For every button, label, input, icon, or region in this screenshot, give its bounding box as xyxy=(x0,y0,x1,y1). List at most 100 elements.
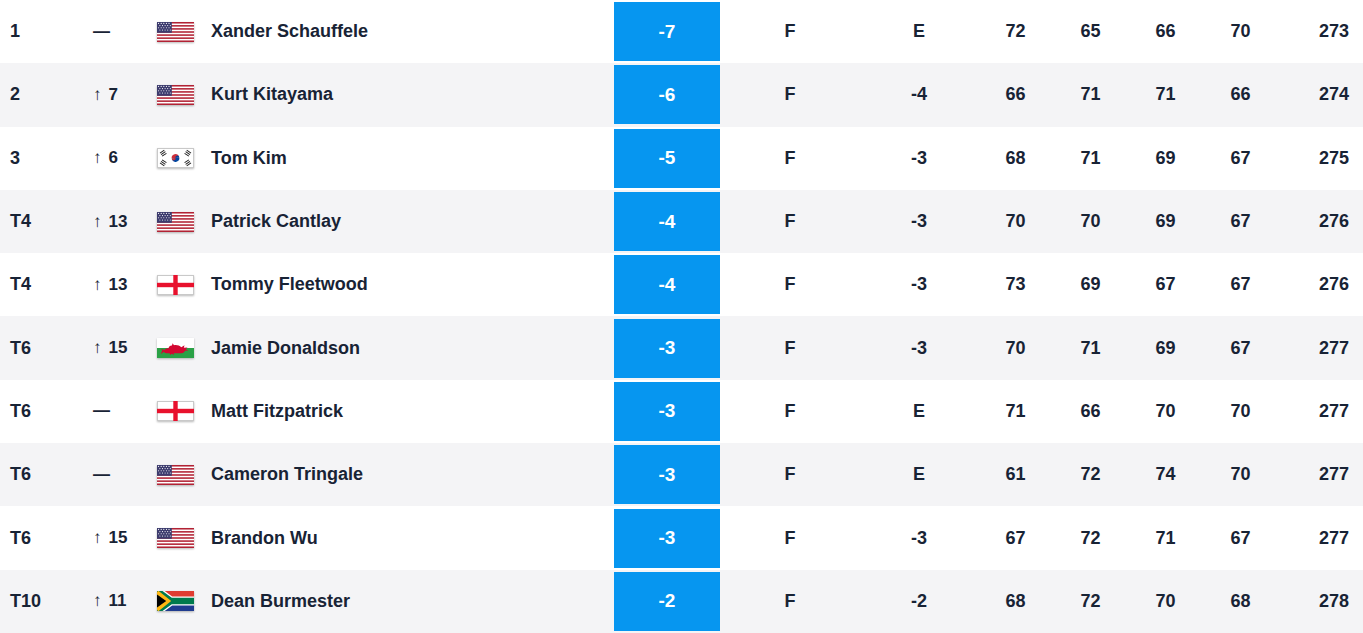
up-arrow-icon: ↑ xyxy=(93,275,102,295)
player-row[interactable]: T6 — Matt Fitzpatrick -3 F E 71 66 70 70… xyxy=(0,380,1363,443)
total-score-chip: -2 xyxy=(614,572,720,631)
thru-cell: F xyxy=(720,401,860,422)
flag-usa-icon xyxy=(157,465,194,485)
player-row[interactable]: T6 — Cameron Tringale -3 F E 61 72 74 70… xyxy=(0,443,1363,506)
movement-cell: — xyxy=(85,465,150,485)
total-score-chip: -3 xyxy=(614,382,720,441)
flag-cell xyxy=(150,401,205,421)
total-strokes: 274 xyxy=(1278,84,1363,105)
flag-usa-icon xyxy=(157,528,194,548)
up-arrow-icon: ↑ xyxy=(93,528,102,548)
flag-cell xyxy=(150,148,205,168)
round4-score: 67 xyxy=(1203,148,1278,169)
thru-cell: F xyxy=(720,464,860,485)
position: T10 xyxy=(0,591,85,612)
movement-cell: ↑ 13 xyxy=(85,212,150,232)
flag-cell xyxy=(150,275,205,295)
player-row[interactable]: 3 ↑ 6 Tom Kim -5 F -3 68 71 69 67 275 xyxy=(0,127,1363,190)
total-strokes: 276 xyxy=(1278,274,1363,295)
position: T4 xyxy=(0,211,85,232)
leaderboard: 1 — Xander Schauffele -7 F E 72 65 66 70… xyxy=(0,0,1363,633)
position: 3 xyxy=(0,148,85,169)
player-name[interactable]: Jamie Donaldson xyxy=(205,338,614,359)
round3-score: 74 xyxy=(1128,464,1203,485)
round1-score: 68 xyxy=(978,148,1053,169)
today-score-cell: E xyxy=(860,464,978,485)
player-row[interactable]: 2 ↑ 7 Kurt Kitayama -6 F -4 66 71 71 66 … xyxy=(0,63,1363,126)
player-row[interactable]: T4 ↑ 13 Patrick Cantlay -4 F -3 70 70 69… xyxy=(0,190,1363,253)
flag-wal-icon xyxy=(157,338,194,358)
today-score-cell: -4 xyxy=(860,84,978,105)
round2-score: 71 xyxy=(1053,338,1128,359)
player-name[interactable]: Patrick Cantlay xyxy=(205,211,614,232)
round2-score: 65 xyxy=(1053,21,1128,42)
flag-rsa-icon xyxy=(157,591,194,611)
round4-score: 67 xyxy=(1203,528,1278,549)
flag-cell xyxy=(150,465,205,485)
flag-eng-icon xyxy=(157,401,194,421)
today-score-cell: -3 xyxy=(860,148,978,169)
round4-score: 67 xyxy=(1203,274,1278,295)
player-name[interactable]: Brandon Wu xyxy=(205,528,614,549)
flag-cell xyxy=(150,591,205,611)
movement-value: — xyxy=(93,22,110,42)
player-name[interactable]: Xander Schauffele xyxy=(205,21,614,42)
round2-score: 70 xyxy=(1053,211,1128,232)
flag-cell xyxy=(150,338,205,358)
movement-cell: ↑ 6 xyxy=(85,148,150,168)
movement-cell: ↑ 15 xyxy=(85,338,150,358)
player-name[interactable]: Matt Fitzpatrick xyxy=(205,401,614,422)
player-row[interactable]: T4 ↑ 13 Tommy Fleetwood -4 F -3 73 69 67… xyxy=(0,253,1363,316)
player-row[interactable]: 1 — Xander Schauffele -7 F E 72 65 66 70… xyxy=(0,0,1363,63)
round4-score: 66 xyxy=(1203,84,1278,105)
round2-score: 72 xyxy=(1053,528,1128,549)
movement-cell: — xyxy=(85,22,150,42)
thru-cell: F xyxy=(720,84,860,105)
position: 1 xyxy=(0,21,85,42)
movement-cell: ↑ 7 xyxy=(85,85,150,105)
flag-cell xyxy=(150,85,205,105)
score-cell: -3 xyxy=(614,316,720,379)
up-arrow-icon: ↑ xyxy=(93,338,102,358)
player-name[interactable]: Cameron Tringale xyxy=(205,464,614,485)
round1-score: 66 xyxy=(978,84,1053,105)
score-cell: -3 xyxy=(614,443,720,506)
position: T4 xyxy=(0,274,85,295)
position: T6 xyxy=(0,338,85,359)
today-score-cell: -3 xyxy=(860,338,978,359)
player-row[interactable]: T10 ↑ 11 Dean Burmester -2 F -2 68 72 70… xyxy=(0,570,1363,633)
round3-score: 70 xyxy=(1128,401,1203,422)
movement-value: 15 xyxy=(109,338,128,358)
flag-cell xyxy=(150,528,205,548)
up-arrow-icon: ↑ xyxy=(93,85,102,105)
player-row[interactable]: T6 ↑ 15 Jamie Donaldson -3 F -3 70 71 69… xyxy=(0,316,1363,379)
movement-cell: ↑ 11 xyxy=(85,591,150,611)
total-score-chip: -4 xyxy=(614,255,720,314)
round1-score: 71 xyxy=(978,401,1053,422)
round1-score: 73 xyxy=(978,274,1053,295)
movement-cell: — xyxy=(85,401,150,421)
player-name[interactable]: Dean Burmester xyxy=(205,591,614,612)
today-score-cell: -3 xyxy=(860,274,978,295)
player-row[interactable]: T6 ↑ 15 Brandon Wu -3 F -3 67 72 71 67 2… xyxy=(0,506,1363,569)
position: T6 xyxy=(0,528,85,549)
today-score-cell: E xyxy=(860,401,978,422)
thru-cell: F xyxy=(720,338,860,359)
player-name[interactable]: Tommy Fleetwood xyxy=(205,274,614,295)
round2-score: 72 xyxy=(1053,591,1128,612)
player-name[interactable]: Tom Kim xyxy=(205,148,614,169)
round1-score: 70 xyxy=(978,338,1053,359)
thru-cell: F xyxy=(720,148,860,169)
flag-usa-icon xyxy=(157,212,194,232)
round2-score: 69 xyxy=(1053,274,1128,295)
total-score-chip: -3 xyxy=(614,445,720,504)
round4-score: 67 xyxy=(1203,211,1278,232)
movement-value: — xyxy=(93,401,110,421)
score-cell: -3 xyxy=(614,506,720,569)
movement-value: 13 xyxy=(109,212,128,232)
total-strokes: 275 xyxy=(1278,148,1363,169)
player-name[interactable]: Kurt Kitayama xyxy=(205,84,614,105)
round1-score: 72 xyxy=(978,21,1053,42)
thru-cell: F xyxy=(720,211,860,232)
flag-cell xyxy=(150,22,205,42)
